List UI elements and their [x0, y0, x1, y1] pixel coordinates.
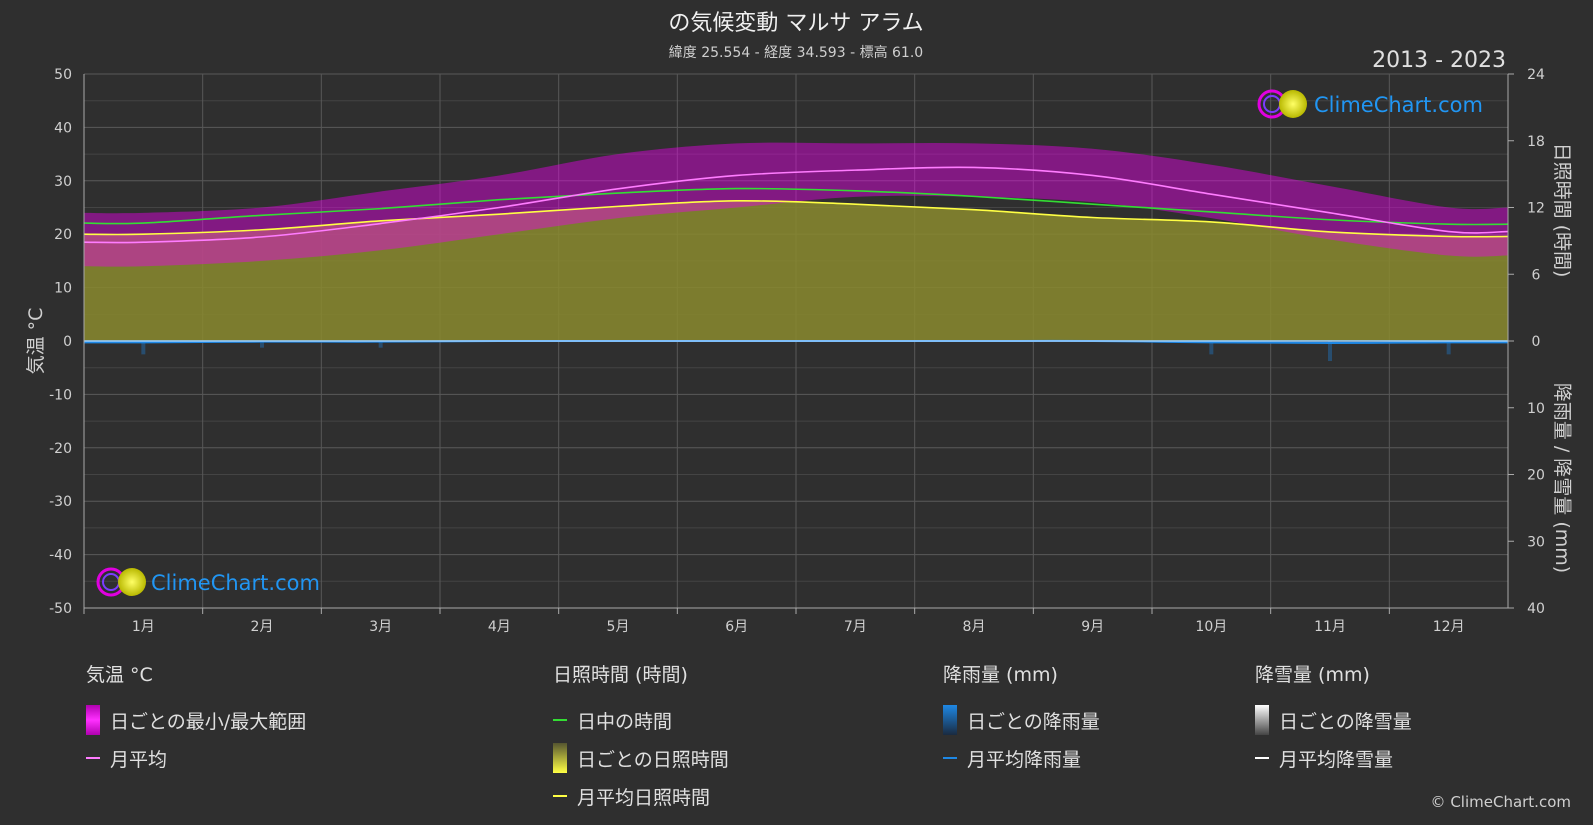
x-tick-label: 9月 [1081, 619, 1104, 635]
brand-logo-bottom: ClimeChart.com [96, 567, 320, 597]
legend-rain-avg: 月平均降雨量 [943, 739, 1100, 777]
x-tick-label: 7月 [844, 619, 867, 635]
rain-bar [378, 341, 383, 348]
rain-bar [141, 341, 146, 355]
y-left-tick-label: -20 [49, 441, 72, 457]
legend-swatch-rain-daily [943, 705, 957, 735]
legend-swatch-sun-daily [553, 743, 567, 773]
chart-subtitle: 緯度 25.554 - 経度 34.593 - 標高 61.0 [669, 44, 923, 61]
legend-temp: 気温 °C 日ごとの最小/最大範囲 月平均 [86, 660, 306, 777]
y-right-top-label: 日照時間 (時間) [1551, 143, 1573, 278]
legend-sun-daylight-label: 日中の時間 [577, 710, 673, 733]
temp-avg-line [84, 166, 1508, 244]
y-right-top-tick-label: 18 [1527, 134, 1545, 150]
brand-logo-top: ClimeChart.com [1257, 89, 1483, 119]
rain-bar [260, 341, 264, 348]
y-right-bottom-tick-label: 20 [1527, 468, 1545, 484]
x-tick-label: 8月 [963, 619, 986, 635]
brand-text-bottom: ClimeChart.com [151, 571, 320, 595]
legend-rain-daily-label: 日ごとの降雨量 [967, 710, 1100, 733]
legend-swatch-temp-avg [86, 757, 100, 759]
y-left-tick-label: 40 [54, 120, 72, 136]
sunshine-area [84, 200, 1508, 341]
y-left-tick-label: -40 [49, 548, 72, 564]
y-left-tick-label: 50 [54, 67, 72, 83]
legend-swatch-rain-avg [943, 757, 957, 759]
legend-sun-header: 日照時間 (時間) [553, 664, 688, 686]
legend-swatch-snow-avg [1255, 757, 1269, 759]
daylight-line [84, 187, 1508, 226]
x-tick-label: 6月 [725, 619, 748, 635]
legend-sun-daily: 日ごとの日照時間 [553, 739, 729, 777]
legend-temp-range: 日ごとの最小/最大範囲 [86, 701, 306, 739]
legend-temp-header: 気温 °C [86, 664, 153, 686]
rain-bar [1446, 341, 1451, 355]
legend-sun-daily-label: 日ごとの日照時間 [577, 748, 729, 771]
y-right-top-tick-label: 24 [1527, 67, 1545, 83]
y-right-top-tick-label: 0 [1532, 334, 1541, 350]
legend-temp-avg: 月平均 [86, 739, 306, 777]
sunshine-avg-line [84, 199, 1508, 238]
y-left-tick-label: -30 [49, 494, 72, 510]
legend-temp-avg-label: 月平均 [110, 748, 168, 771]
x-tick-label: 5月 [607, 619, 630, 635]
rain-bar [1209, 341, 1214, 355]
x-tick-label: 3月 [369, 619, 392, 635]
y-left-tick-label: 30 [54, 174, 72, 190]
y-left-tick-label: 10 [54, 281, 72, 297]
climate-chart: の気候変動 マルサ アラム 緯度 25.554 - 経度 34.593 - 標高… [25, 11, 1573, 635]
x-tick-label: 1月 [132, 619, 155, 635]
chart-title: の気候変動 マルサ アラム [668, 11, 923, 36]
legend-rain: 降雨量 (mm) 日ごとの降雨量 月平均降雨量 [943, 660, 1100, 777]
legend-swatch-temp-range [86, 705, 100, 735]
y-left-tick-label: -10 [49, 387, 72, 403]
x-tick-label: 10月 [1195, 619, 1227, 635]
legend-snow: 降雪量 (mm) 日ごとの降雪量 月平均降雪量 [1255, 660, 1412, 777]
y-left-tick-label: 20 [54, 227, 72, 243]
y-left-tick-label: 0 [63, 334, 72, 350]
rain-bar [1328, 341, 1332, 362]
legend-snow-daily: 日ごとの降雪量 [1255, 701, 1412, 739]
y-right-top-tick-label: 12 [1527, 201, 1545, 217]
legend-sun-avg-label: 月平均日照時間 [577, 786, 711, 809]
legend-snow-header: 降雪量 (mm) [1255, 664, 1370, 686]
legend-swatch-snow-daily [1255, 705, 1269, 735]
x-tick-label: 4月 [488, 619, 511, 635]
temp-range-band [84, 142, 1508, 267]
legend-sun-avg: 月平均日照時間 [553, 777, 729, 815]
x-tick-label: 11月 [1314, 619, 1346, 635]
legend-swatch-daylight [553, 719, 567, 721]
legend-sun: 日照時間 (時間) 日中の時間 日ごとの日照時間 月平均日照時間 [553, 660, 729, 815]
legend-sun-daylight: 日中の時間 [553, 701, 729, 739]
x-tick-label: 2月 [251, 619, 274, 635]
y-right-bottom-tick-label: 10 [1527, 401, 1545, 417]
copyright: © ClimeChart.com [1430, 793, 1571, 811]
legend-rain-avg-label: 月平均降雨量 [967, 748, 1082, 771]
x-tick-label: 12月 [1433, 619, 1465, 635]
legend-swatch-sun-avg [553, 795, 567, 797]
y-left-tick-label: -50 [49, 601, 72, 617]
legend-snow-avg-label: 月平均降雪量 [1279, 748, 1394, 771]
y-right-top-tick-label: 6 [1532, 267, 1541, 283]
y-right-bottom-tick-label: 40 [1527, 601, 1545, 617]
brand-text-top: ClimeChart.com [1314, 93, 1483, 117]
legend-rain-header: 降雨量 (mm) [943, 664, 1058, 686]
legend-temp-range-label: 日ごとの最小/最大範囲 [110, 710, 307, 733]
legend-rain-daily: 日ごとの降雨量 [943, 701, 1100, 739]
y-right-bottom-tick-label: 30 [1527, 534, 1545, 550]
y-right-bottom-label: 降雨量 / 降雪量 (mm) [1551, 383, 1573, 573]
period-label: 2013 - 2023 [1372, 48, 1506, 73]
legend-snow-avg: 月平均降雪量 [1255, 739, 1412, 777]
y-left-label: 気温 °C [25, 308, 47, 375]
legend-snow-daily-label: 日ごとの降雪量 [1279, 710, 1412, 733]
